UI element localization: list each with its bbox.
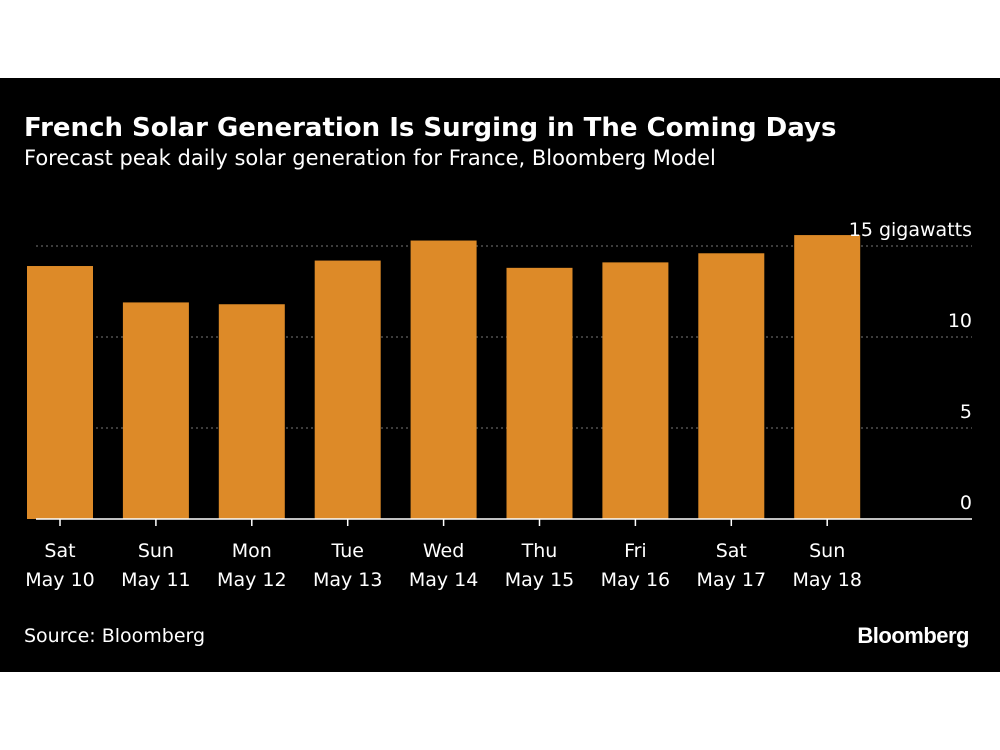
x-tick-label: Sun May 18 <box>792 540 862 591</box>
x-tick-day: Sun <box>138 540 174 562</box>
x-tick-label: Thu May 15 <box>505 540 575 591</box>
source-note: Source: Bloomberg <box>24 625 206 647</box>
x-tick-date: May 15 <box>505 569 575 591</box>
bar <box>314 260 381 519</box>
x-tick-label: Sat May 10 <box>25 540 95 591</box>
x-tick-label: Sun May 11 <box>121 540 191 591</box>
x-tick-day: Mon <box>232 540 272 562</box>
bar <box>410 240 477 519</box>
x-tick-date: May 16 <box>601 569 671 591</box>
bar <box>506 267 573 519</box>
bar <box>27 266 93 519</box>
chart-subtitle: Forecast peak daily solar generation for… <box>24 146 716 170</box>
bar <box>698 253 765 519</box>
x-tick-day: Sat <box>716 540 747 562</box>
bar-chart: 0 5 10 15 gigawatts Sat May 10 Sun May 11 Mon Ma… <box>25 219 972 591</box>
x-tick-day: Tue <box>330 540 363 562</box>
x-tick-date: May 12 <box>217 569 287 591</box>
x-axis <box>36 518 972 526</box>
y-tick-label: 10 <box>948 310 972 332</box>
x-tick-label: Sat May 17 <box>697 540 767 591</box>
bar <box>218 304 285 519</box>
y-tick-label: 15 gigawatts <box>849 219 972 241</box>
x-tick-day: Thu <box>521 540 558 562</box>
x-tick-date: May 10 <box>25 569 95 591</box>
chart-title: French Solar Generation Is Surging in Th… <box>24 113 837 143</box>
bar <box>122 302 189 519</box>
x-tick-date: May 11 <box>121 569 191 591</box>
x-tick-date: May 13 <box>313 569 383 591</box>
x-tick-label: Fri May 16 <box>601 540 671 591</box>
bars <box>27 235 861 519</box>
x-tick-label: Wed May 14 <box>409 540 479 591</box>
x-tick-date: May 18 <box>792 569 862 591</box>
x-tick-day: Fri <box>624 540 647 562</box>
x-tick-date: May 14 <box>409 569 479 591</box>
y-tick-label: 0 <box>960 492 972 514</box>
bloomberg-logo: Bloomberg <box>857 623 969 648</box>
x-tick-day: Sat <box>44 540 75 562</box>
x-tick-label: Mon May 12 <box>217 540 287 591</box>
x-tick-labels: Sat May 10 Sun May 11 Mon May 12 Tue May 13 Wed M… <box>25 540 862 591</box>
y-tick-labels: 0 5 10 15 gigawatts <box>849 219 972 514</box>
y-tick-label: 5 <box>960 401 972 423</box>
x-tick-label: Tue May 13 <box>313 540 383 591</box>
x-tick-day: Sun <box>809 540 845 562</box>
bar <box>794 235 861 519</box>
bar <box>602 262 669 519</box>
x-tick-date: May 17 <box>697 569 767 591</box>
x-tick-day: Wed <box>423 540 464 562</box>
